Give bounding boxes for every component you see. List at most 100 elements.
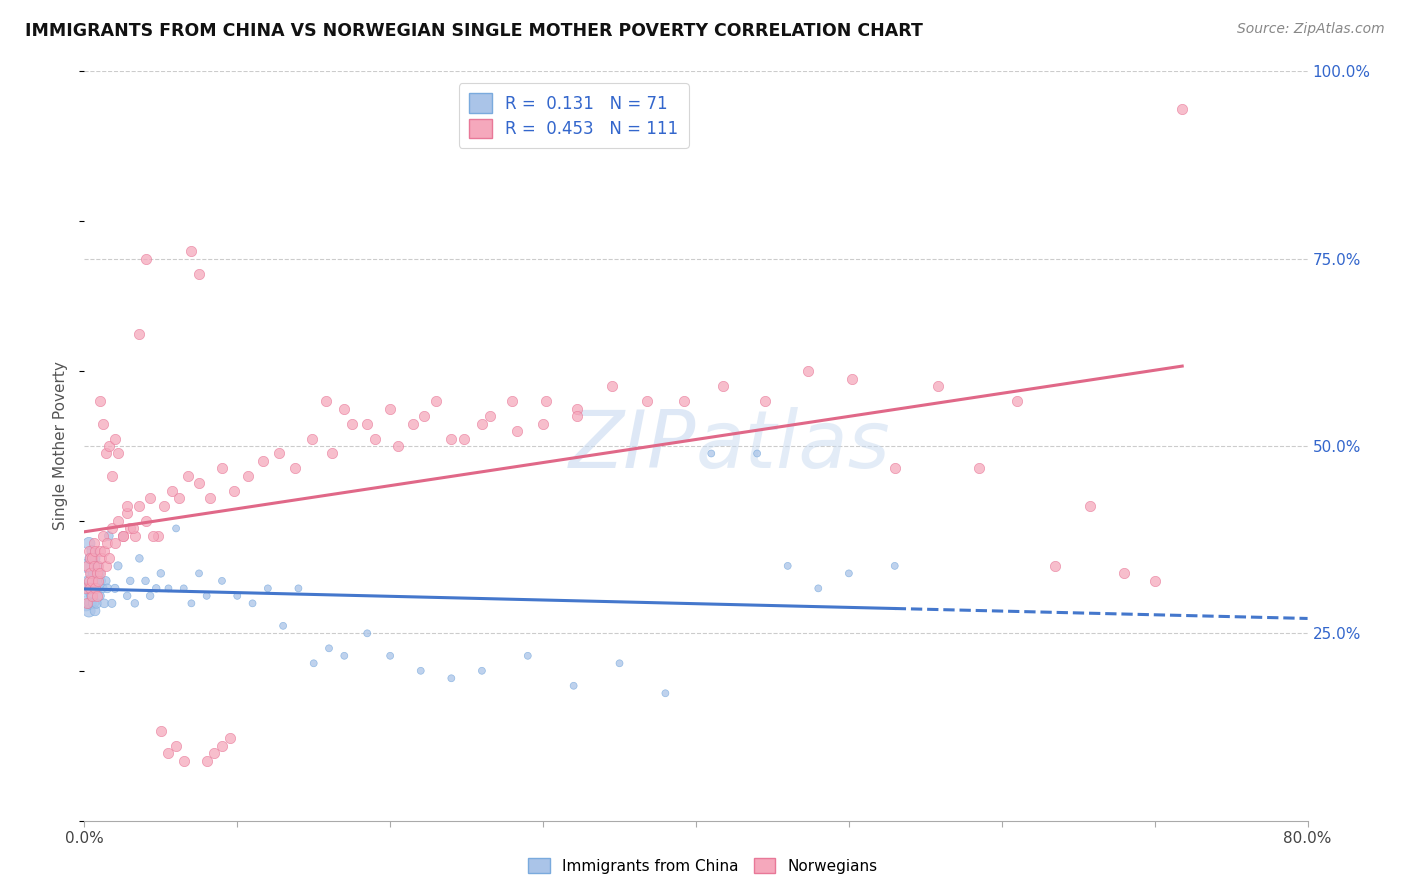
Point bbox=[124, 596, 146, 610]
Point bbox=[86, 574, 108, 588]
Point bbox=[135, 252, 157, 266]
Point bbox=[173, 754, 195, 768]
Point bbox=[700, 446, 723, 460]
Point bbox=[86, 596, 108, 610]
Point bbox=[1143, 574, 1166, 588]
Point bbox=[565, 401, 588, 416]
Point bbox=[157, 582, 180, 596]
Point bbox=[96, 582, 118, 596]
Point bbox=[600, 379, 623, 393]
Point bbox=[86, 566, 108, 581]
Point bbox=[252, 454, 274, 468]
Point bbox=[173, 582, 195, 596]
Point bbox=[128, 326, 150, 341]
Point bbox=[97, 551, 120, 566]
Point bbox=[124, 529, 146, 543]
Point bbox=[747, 446, 769, 460]
Point bbox=[302, 657, 325, 671]
Point bbox=[89, 589, 111, 603]
Point bbox=[807, 582, 830, 596]
Point bbox=[84, 551, 107, 566]
Point bbox=[440, 432, 463, 446]
Point bbox=[77, 536, 100, 550]
Point bbox=[211, 461, 233, 475]
Point bbox=[79, 551, 101, 566]
Point bbox=[139, 589, 162, 603]
Point bbox=[76, 582, 98, 596]
Point bbox=[146, 529, 169, 543]
Point bbox=[142, 529, 165, 543]
Point bbox=[356, 626, 378, 640]
Point bbox=[318, 641, 340, 656]
Point bbox=[609, 657, 631, 671]
Point bbox=[883, 558, 905, 573]
Point bbox=[531, 417, 554, 431]
Point bbox=[713, 379, 735, 393]
Point bbox=[333, 648, 356, 663]
Point bbox=[80, 566, 103, 581]
Point bbox=[87, 574, 110, 588]
Point bbox=[84, 604, 107, 618]
Point bbox=[506, 424, 529, 438]
Point bbox=[115, 499, 138, 513]
Point bbox=[796, 364, 818, 378]
Point bbox=[565, 409, 588, 423]
Point bbox=[87, 558, 110, 573]
Point bbox=[91, 529, 114, 543]
Point bbox=[111, 529, 134, 543]
Point bbox=[80, 544, 103, 558]
Point bbox=[636, 394, 658, 409]
Point bbox=[776, 558, 799, 573]
Point bbox=[1005, 394, 1028, 409]
Point bbox=[115, 507, 138, 521]
Point bbox=[94, 558, 117, 573]
Text: Source: ZipAtlas.com: Source: ZipAtlas.com bbox=[1237, 22, 1385, 37]
Point bbox=[77, 604, 100, 618]
Point bbox=[562, 679, 585, 693]
Point bbox=[87, 582, 110, 596]
Point bbox=[128, 551, 150, 566]
Point bbox=[1171, 102, 1194, 116]
Point bbox=[107, 558, 129, 573]
Point bbox=[83, 596, 105, 610]
Point bbox=[80, 589, 103, 603]
Point bbox=[76, 596, 98, 610]
Point bbox=[89, 566, 111, 581]
Point bbox=[226, 589, 249, 603]
Point bbox=[1114, 566, 1136, 581]
Point bbox=[83, 536, 105, 550]
Point bbox=[79, 582, 101, 596]
Point bbox=[153, 499, 176, 513]
Point bbox=[87, 558, 110, 573]
Point bbox=[356, 417, 378, 431]
Point bbox=[77, 544, 100, 558]
Point bbox=[104, 582, 127, 596]
Point bbox=[97, 529, 120, 543]
Text: IMMIGRANTS FROM CHINA VS NORWEGIAN SINGLE MOTHER POVERTY CORRELATION CHART: IMMIGRANTS FROM CHINA VS NORWEGIAN SINGL… bbox=[25, 22, 924, 40]
Point bbox=[271, 619, 294, 633]
Point bbox=[754, 394, 776, 409]
Point bbox=[883, 461, 905, 475]
Point bbox=[177, 469, 200, 483]
Point bbox=[453, 432, 475, 446]
Point bbox=[340, 417, 363, 431]
Point bbox=[101, 469, 124, 483]
Point bbox=[128, 499, 150, 513]
Point bbox=[96, 536, 118, 550]
Point bbox=[534, 394, 557, 409]
Point bbox=[188, 566, 211, 581]
Point bbox=[101, 596, 124, 610]
Point bbox=[115, 589, 138, 603]
Point bbox=[90, 551, 112, 566]
Point bbox=[672, 394, 695, 409]
Point bbox=[79, 566, 101, 581]
Point bbox=[80, 551, 103, 566]
Point bbox=[75, 582, 97, 596]
Point bbox=[101, 521, 124, 535]
Point bbox=[321, 446, 343, 460]
Point bbox=[86, 589, 108, 603]
Point bbox=[135, 574, 157, 588]
Point bbox=[654, 686, 676, 700]
Point bbox=[211, 574, 233, 588]
Point bbox=[149, 566, 172, 581]
